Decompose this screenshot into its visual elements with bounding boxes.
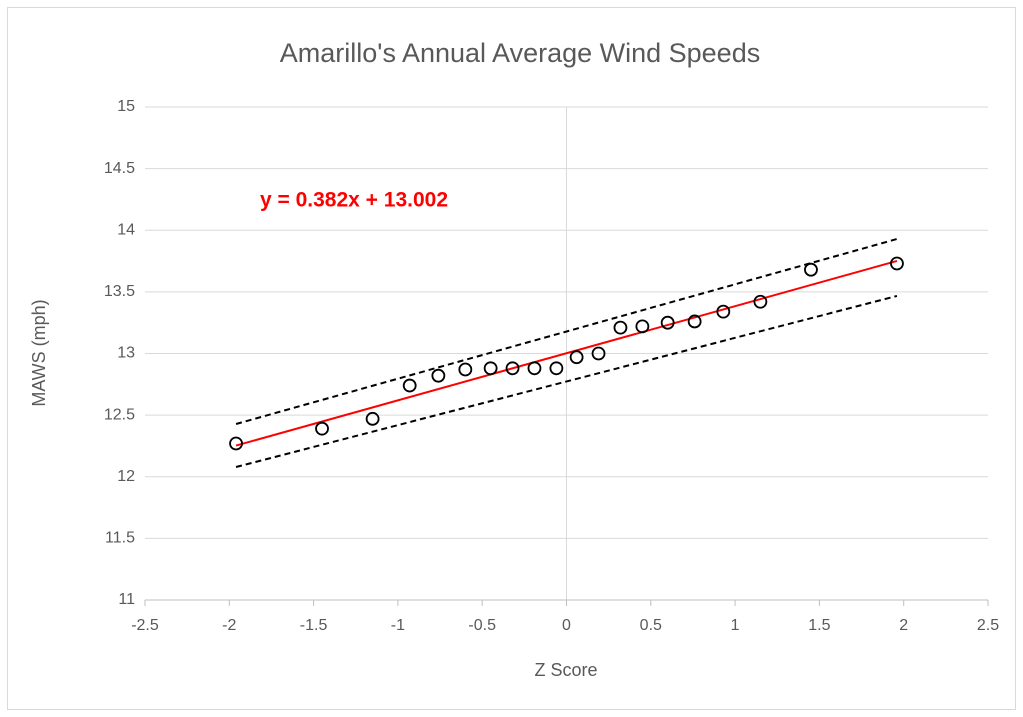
data-point <box>483 361 498 376</box>
y-tick-label: 15 <box>117 98 135 115</box>
data-point <box>635 319 650 334</box>
data-point <box>591 346 606 361</box>
y-tick-label: 11 <box>118 591 135 608</box>
y-tick-label: 12.5 <box>104 406 135 423</box>
x-tick-label: 1 <box>731 617 740 634</box>
data-point <box>365 411 380 426</box>
y-tick-label: 12 <box>117 468 135 485</box>
data-point <box>613 320 628 335</box>
confidence-line <box>235 294 898 468</box>
data-point <box>890 256 904 271</box>
data-point <box>660 315 675 330</box>
trendline-equation: y = 0.382x + 13.002 <box>260 189 448 212</box>
data-point <box>458 362 473 377</box>
data-point <box>569 350 584 365</box>
x-axis-label: Z Score <box>534 660 597 680</box>
x-tick-label: -0.5 <box>468 617 496 634</box>
y-tick-label: 11.5 <box>105 530 135 547</box>
x-tick-label: -1 <box>391 617 405 634</box>
data-point <box>549 361 564 376</box>
y-tick-label: 13.5 <box>104 283 135 300</box>
data-point <box>315 421 329 436</box>
x-tick-label: -2.5 <box>131 617 159 634</box>
x-tick-label: 2 <box>899 617 908 634</box>
x-tick-label: 2.5 <box>977 617 999 634</box>
trendline <box>235 259 898 447</box>
y-tick-label: 13 <box>117 345 135 362</box>
x-tick-label: -2 <box>222 617 236 634</box>
confidence-line <box>235 238 898 425</box>
chart-frame <box>7 7 1016 710</box>
y-tick-label: 14 <box>117 221 135 238</box>
data-point <box>229 436 243 451</box>
y-axis-label: MAWS (mph) <box>29 299 49 406</box>
data-point <box>753 294 768 309</box>
data-point <box>431 368 446 383</box>
data-point <box>402 378 417 393</box>
data-point <box>804 262 818 277</box>
data-point <box>687 314 702 329</box>
y-tick-label: 14.5 <box>104 160 135 177</box>
data-point <box>716 304 731 319</box>
x-tick-label: 1.5 <box>808 617 830 634</box>
data-point <box>527 361 542 376</box>
x-tick-label: -1.5 <box>300 617 328 634</box>
x-tick-label: 0 <box>562 617 571 634</box>
data-point <box>505 361 520 376</box>
chart-title: Amarillo's Annual Average Wind Speeds <box>280 38 760 68</box>
x-tick-label: 0.5 <box>640 617 662 634</box>
